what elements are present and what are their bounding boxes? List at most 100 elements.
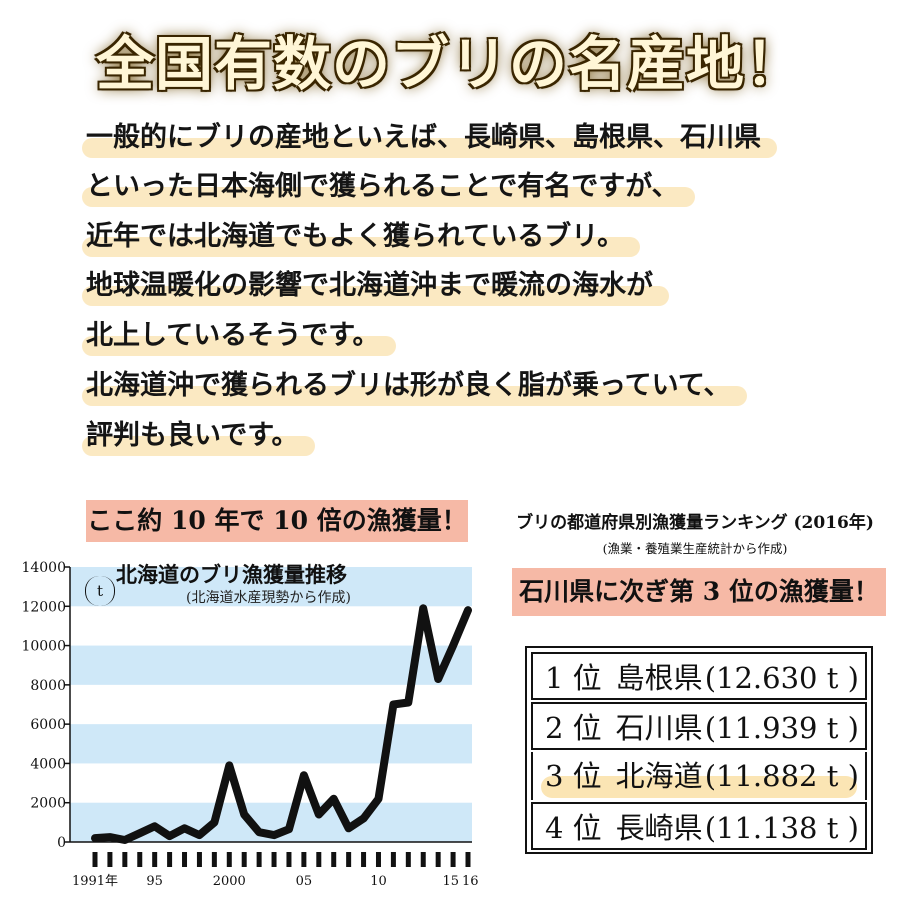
rank-place: 3 位 — [545, 759, 602, 793]
x-tick — [420, 852, 426, 867]
x-tick-label: 1991年 — [72, 874, 118, 889]
x-tick — [196, 852, 202, 867]
grid-band — [70, 645, 472, 685]
data-point — [333, 798, 335, 800]
rank-value: (12.630 t ) — [704, 661, 859, 695]
y-tick-label: 8000 — [30, 678, 66, 694]
rank-value: (11.882 t ) — [704, 759, 859, 793]
x-tick — [390, 852, 396, 867]
x-tick — [286, 852, 292, 867]
x-tick — [361, 852, 367, 867]
y-tick-label: 12000 — [21, 599, 66, 615]
ranking-row: 1 位島根県(12.630 t ) — [531, 652, 867, 700]
x-tick — [256, 852, 262, 867]
x-tick-label: 16 — [462, 874, 479, 889]
paragraph-line: 北上しているそうです。 — [82, 316, 395, 356]
x-tick — [137, 852, 143, 867]
catch-chart: 0 2000 4000 6000 8000 10000 12000 14000 1991年 95 2… — [21, 560, 479, 889]
x-tick — [226, 852, 232, 867]
y-tick-label: 4000 — [30, 756, 66, 772]
data-point — [348, 827, 350, 829]
data-point — [139, 832, 141, 834]
rank-prefecture: 北海道 — [615, 759, 703, 793]
x-tick-label: 2000 — [213, 874, 246, 889]
data-point — [213, 821, 215, 823]
growth-badge: ここ約 10 年で 10 倍の漁獲量！ — [86, 500, 468, 542]
x-tick — [271, 852, 277, 867]
rank-place: 1 位 — [545, 661, 602, 695]
x-tick — [465, 852, 471, 867]
ranking-row-highlighted: 3 位北海道(11.882 t ) — [531, 752, 867, 800]
chart-source: (北海道水産現勢から作成) — [186, 590, 351, 606]
data-point — [94, 837, 96, 839]
data-point — [243, 814, 245, 815]
x-tick — [316, 852, 322, 867]
x-tick — [167, 852, 173, 867]
chart-title: 北海道のブリ漁獲量推移 — [116, 562, 347, 587]
x-tick — [405, 852, 411, 867]
x-tick — [211, 852, 217, 867]
rank-value: (11.939 t ) — [704, 711, 859, 745]
y-tick-label: 14000 — [21, 560, 66, 576]
data-point — [452, 645, 454, 647]
x-tick — [435, 852, 441, 867]
data-point — [184, 827, 186, 829]
data-point — [437, 678, 439, 680]
rank-prefecture: 石川県 — [615, 711, 703, 745]
x-tick — [107, 852, 113, 867]
rank-place: 4 位 — [545, 811, 602, 845]
data-point — [318, 814, 320, 815]
x-tick — [331, 852, 337, 867]
x-tick — [346, 852, 352, 867]
ranking-row: 2 位石川県(11.939 t ) — [531, 702, 867, 750]
x-tick — [241, 852, 247, 867]
paragraph-line: といった日本海側で獲られることで有名ですが、 — [82, 167, 695, 207]
paragraph-line: 一般的にブリの産地といえば、長崎県、島根県、石川県 — [82, 118, 777, 158]
ranking-table: 1 位島根県(12.630 t ) 2 位石川県(11.939 t ) 3 位北… — [525, 646, 873, 854]
x-tick — [122, 852, 128, 867]
x-tick — [450, 852, 456, 867]
data-point — [467, 609, 469, 611]
data-point — [303, 774, 305, 776]
y-tick-label: 2000 — [30, 796, 66, 812]
data-point — [258, 831, 260, 833]
x-tick-label: 10 — [370, 874, 387, 889]
ranking-title: ブリの都道府県別漁獲量ランキング (2016年) — [516, 513, 874, 533]
grid-band — [70, 567, 472, 607]
rank-place: 2 位 — [545, 711, 602, 745]
x-tick-label: 95 — [146, 874, 163, 889]
x-tick — [182, 852, 188, 867]
x-tick-label: 05 — [296, 874, 313, 889]
ranking-row: 4 位長崎県(11.138 t ) — [531, 802, 867, 850]
data-point — [154, 825, 156, 827]
rank-prefecture: 長崎県 — [615, 811, 703, 845]
grid-band — [70, 724, 472, 764]
x-tick — [152, 852, 158, 867]
highlight-bar — [541, 776, 857, 798]
ranking-badge: 石川県に次ぎ第 3 位の漁獲量！ — [512, 568, 886, 616]
data-point — [228, 764, 230, 766]
data-point — [407, 702, 409, 704]
x-tick — [92, 852, 98, 867]
paragraph-line: 近年では北海道でもよく獲られているブリ。 — [81, 217, 641, 257]
data-point — [273, 834, 275, 836]
series-line — [91, 604, 472, 844]
headline: 全国有数のブリの名産地！ — [95, 30, 804, 98]
data-point — [363, 817, 365, 819]
paragraph-line: 地球温暖化の影響で北海道沖まで暖流の海水が — [82, 266, 669, 306]
data-point — [169, 835, 171, 837]
rank-value: (11.138 t ) — [704, 811, 859, 845]
data-point — [198, 834, 200, 836]
x-tick-label: 15 — [443, 874, 460, 889]
paragraph-line: 北海道沖で獲られるブリは形が良く脂が乗っていて、 — [82, 366, 746, 406]
y-tick-label: 0 — [57, 835, 66, 851]
ranking-subtitle: (漁業・養殖業生産統計から作成) — [602, 541, 788, 556]
data-point — [377, 798, 379, 800]
data-point — [109, 836, 111, 838]
data-point — [422, 607, 424, 609]
y-tick-label: 6000 — [30, 717, 66, 733]
data-point — [392, 704, 394, 705]
unit-label: t — [85, 576, 115, 606]
paragraph-line: 評判も良いです。 — [82, 416, 314, 456]
data-point — [124, 839, 126, 841]
